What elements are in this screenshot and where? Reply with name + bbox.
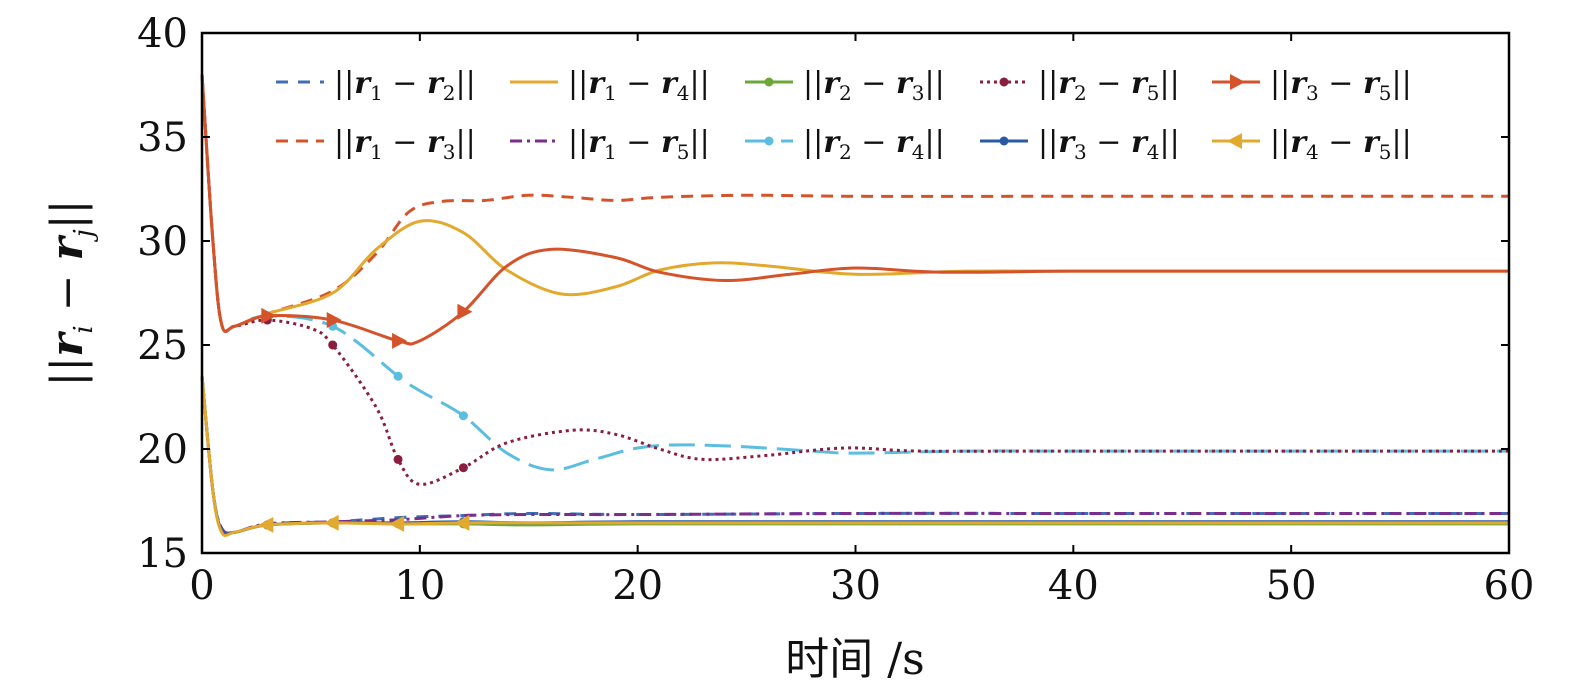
legend-marker	[999, 77, 1009, 87]
legend-label: ||r1 − r4||	[568, 66, 710, 105]
legend-label: ||r3 − r4||	[1038, 125, 1180, 164]
tick-layer: 0 10 20 30 40 50 60 15 20 25 30 35 40	[137, 11, 1534, 609]
legend-label: ||r2 − r3||	[803, 66, 945, 105]
series-layer	[200, 74, 1509, 538]
legend-label: ||r1 − r2||	[334, 66, 476, 105]
series-marker-8	[328, 340, 338, 350]
x-tick-label: 60	[1484, 563, 1535, 609]
series-marker-10	[454, 514, 470, 531]
svg-text:||ri − rj||: ||ri − rj||	[42, 200, 99, 387]
legend-item: ||r2 − r3||	[745, 66, 945, 105]
series-marker-8	[458, 463, 468, 473]
series-marker-9	[326, 312, 342, 329]
x-tick-label: 30	[830, 563, 881, 609]
series-line-9	[200, 74, 1509, 346]
series-marker-8	[393, 454, 403, 464]
legend-item: ||r3 − r4||	[980, 125, 1180, 164]
legend-marker	[764, 77, 774, 87]
y-tick-label: 35	[137, 115, 188, 161]
series-marker-9	[457, 303, 473, 320]
series-line-10	[200, 376, 1509, 538]
series-marker-6	[393, 371, 403, 381]
x-tick-label: 50	[1266, 563, 1317, 609]
y-tick-label: 20	[137, 427, 188, 473]
legend-marker	[1227, 133, 1242, 149]
series-marker-10	[258, 516, 274, 533]
series-marker-9	[392, 332, 408, 349]
legend-item: ||r1 − r4||	[510, 66, 710, 105]
legend-label: ||r3 − r5||	[1270, 66, 1412, 105]
legend-marker	[999, 136, 1009, 146]
legend-label: ||r2 − r4||	[803, 125, 945, 164]
x-tick-label: 20	[612, 563, 663, 609]
x-tick-label: 0	[189, 563, 214, 609]
series-line-8	[200, 74, 1509, 486]
legend-item: ||r1 − r5||	[510, 125, 710, 164]
legend-label: ||r1 − r5||	[568, 125, 710, 164]
legend-item: ||r1 − r2||	[276, 66, 476, 105]
legend-marker	[1230, 74, 1245, 90]
series-line-2	[200, 74, 1509, 334]
series-marker-10	[323, 514, 339, 531]
legend-label: ||r2 − r5||	[1038, 66, 1180, 105]
legend-item: ||r2 − r5||	[980, 66, 1180, 105]
series-marker-6	[458, 411, 468, 421]
y-tick-label: 30	[137, 219, 188, 265]
legend-item: ||r3 − r5||	[1212, 66, 1412, 105]
series-line-3	[200, 74, 1509, 334]
legend-item: ||r4 − r5||	[1212, 125, 1412, 164]
x-axis-label: 时间 /s	[785, 634, 924, 685]
series-marker-10	[389, 515, 405, 532]
y-tick-label: 25	[137, 323, 188, 369]
y-tick-label: 15	[137, 531, 188, 577]
legend-label: ||r4 − r5||	[1270, 125, 1412, 164]
legend-item: ||r1 − r3||	[276, 125, 476, 164]
legend-item: ||r2 − r4||	[745, 125, 945, 164]
legend-marker	[764, 136, 774, 146]
series-marker-9	[261, 307, 277, 324]
x-tick-label: 10	[394, 563, 445, 609]
legend-label: ||r1 − r3||	[334, 125, 476, 164]
legend: ||r1 − r2|| ||r1 − r4|| ||r2 − r3|| ||r2 − …	[276, 66, 1412, 164]
y-tick-label: 40	[137, 11, 188, 57]
x-tick-label: 40	[1048, 563, 1099, 609]
y-axis-label: ||ri − rj||	[42, 200, 99, 387]
plot-frame	[200, 31, 1511, 555]
